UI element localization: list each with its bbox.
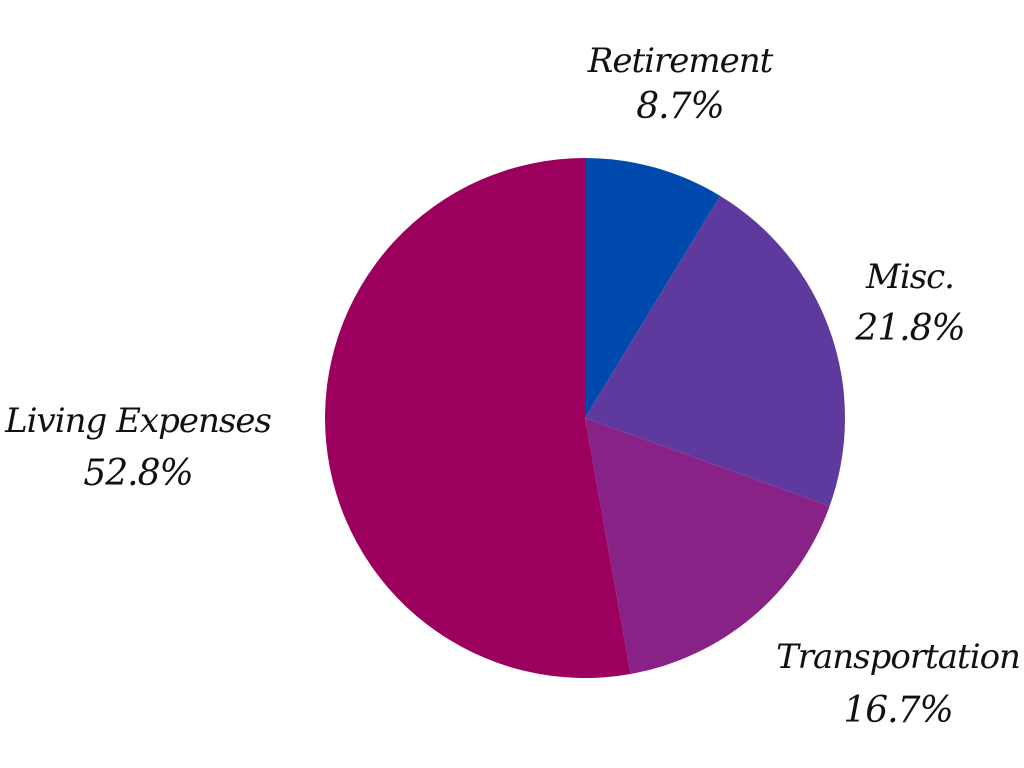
pie-slices	[325, 158, 845, 678]
slice-value-transportation: 16.7%	[843, 690, 952, 731]
slice-label-living-expenses: Living Expenses	[4, 401, 271, 441]
pie-labels: Retirement 8.7% Misc. 21.8% Transportation 16…	[4, 41, 1021, 731]
pie-slice-retirement	[585, 158, 721, 418]
pie-slice-transportation	[585, 418, 830, 674]
slice-label-misc: Misc.	[865, 257, 954, 297]
pie-slice-misc	[585, 195, 845, 507]
slice-label-retirement: Retirement	[587, 41, 774, 81]
slice-value-retirement: 8.7%	[636, 86, 723, 127]
slice-value-misc: 21.8%	[854, 308, 964, 349]
slice-label-transportation: Transportation	[776, 637, 1020, 677]
pie-slice-living-expenses	[325, 158, 631, 678]
slice-value-living-expenses: 52.8%	[83, 453, 192, 494]
